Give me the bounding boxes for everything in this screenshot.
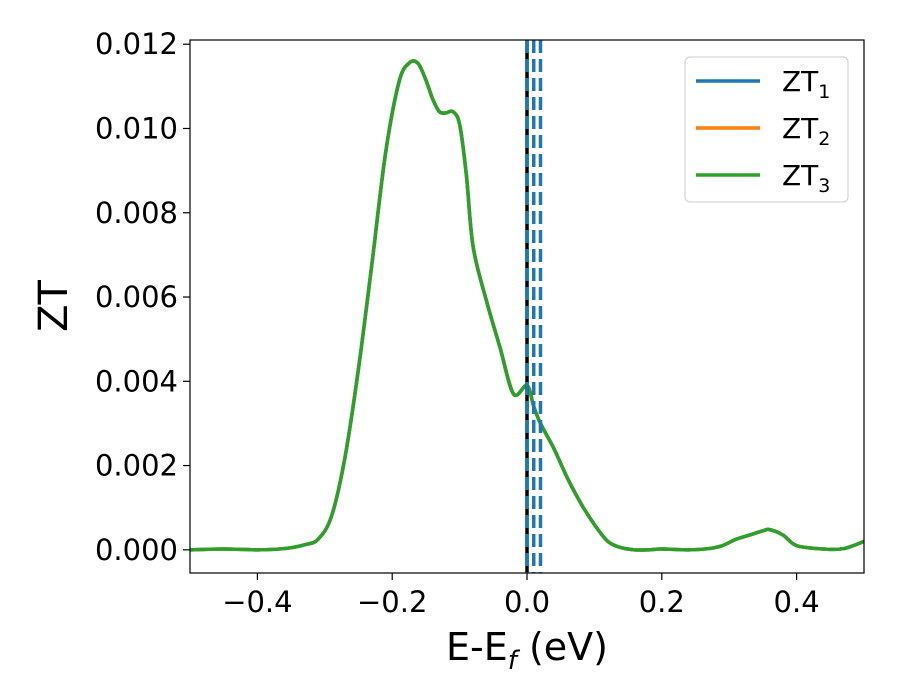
legend-label-zt1: ZT1 <box>782 65 830 103</box>
legend-entries: ZT1 ZT2 ZT3 <box>696 65 830 197</box>
x-axis-label-main: E-E <box>446 625 508 669</box>
x-tick-label: −0.2 <box>357 585 427 619</box>
y-tick-label: 0.008 <box>95 196 178 230</box>
series-line-zt3 <box>190 59 864 552</box>
vertical-reference-lines <box>525 40 543 573</box>
y-tick-label: 0.004 <box>95 364 178 398</box>
legend-box <box>684 56 849 203</box>
x-axis-label: E-Ef (eV) <box>446 625 608 676</box>
x-axis-ticks: −0.4 −0.2 0.0 0.2 0.4 <box>222 573 820 619</box>
x-tick-label: 0.0 <box>504 585 550 619</box>
legend: ZT1 ZT2 ZT3 <box>684 56 849 203</box>
x-tick-label: 0.4 <box>774 585 820 619</box>
legend-label-zt3: ZT3 <box>782 159 830 197</box>
y-tick-label: 0.006 <box>95 280 178 314</box>
y-tick-label: 0.002 <box>95 449 178 483</box>
x-tick-label: −0.4 <box>222 585 292 619</box>
y-axis-label: ZT <box>31 280 77 332</box>
x-tick-label: 0.2 <box>639 585 685 619</box>
y-axis-ticks: 0.000 0.002 0.004 0.006 0.008 0.010 0.012 <box>95 27 190 567</box>
x-axis-label-unit: (eV) <box>517 625 608 669</box>
legend-label-zt2: ZT2 <box>782 112 830 150</box>
series-layer <box>190 59 864 552</box>
y-tick-label: 0.000 <box>95 533 178 567</box>
y-tick-label: 0.010 <box>95 111 178 145</box>
y-tick-label: 0.012 <box>95 27 178 61</box>
